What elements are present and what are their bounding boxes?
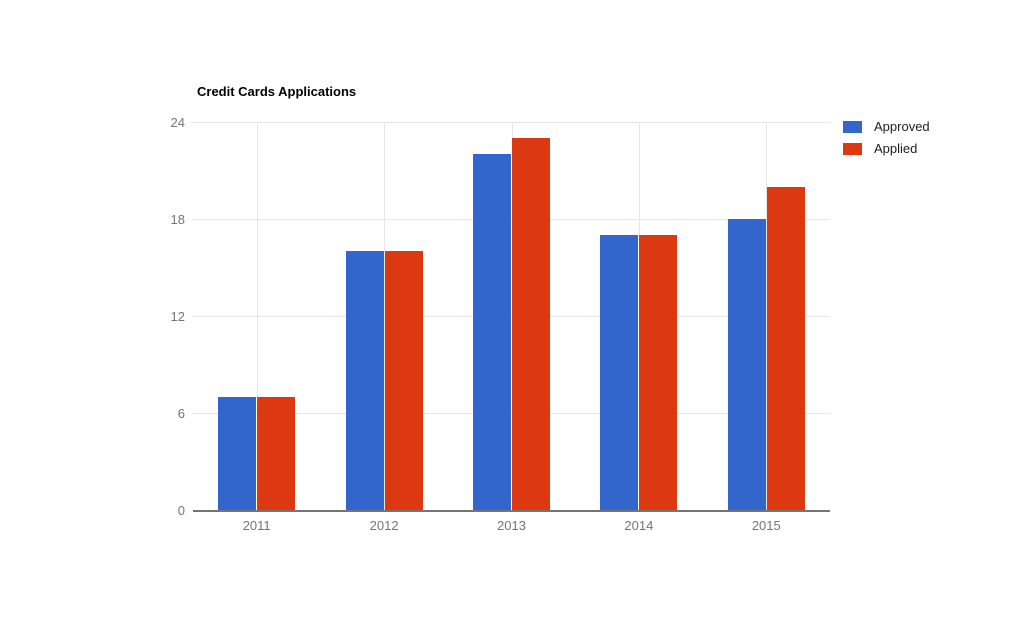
horizontal-gridline	[193, 413, 830, 414]
bar-applied-2011	[257, 396, 296, 510]
y-tick-label: 24	[170, 115, 185, 130]
plot-area	[193, 122, 830, 512]
bar-applied-2013	[512, 138, 550, 510]
x-tick-label: 2012	[369, 518, 399, 533]
legend-item-approved: Approved	[843, 119, 930, 134]
y-tick-label: 18	[170, 212, 185, 227]
legend-swatch-applied-icon	[843, 143, 862, 155]
legend-item-applied: Applied	[843, 141, 930, 156]
legend-label-approved: Approved	[874, 119, 930, 134]
bar-applied-2012	[384, 251, 423, 510]
bar-applied-2014	[639, 235, 678, 510]
y-tick-label: 0	[177, 503, 185, 518]
bar-approved-2014	[600, 235, 639, 510]
horizontal-gridline	[193, 219, 830, 220]
legend-swatch-approved-icon	[843, 121, 862, 133]
y-tick-label: 12	[170, 309, 185, 324]
horizontal-gridline	[193, 122, 830, 123]
x-tick-label: 2013	[497, 518, 526, 533]
bar-approved-2011	[218, 396, 257, 510]
horizontal-gridline	[193, 316, 830, 317]
bar-applied-2015	[766, 186, 805, 510]
x-tick-label: 2011	[242, 518, 271, 533]
x-tick-label: 2015	[751, 518, 781, 533]
y-tick-label: 6	[177, 406, 185, 421]
legend: Approved Applied	[843, 119, 930, 165]
chart-title: Credit Cards Applications	[197, 84, 357, 99]
legend-label-applied: Applied	[874, 141, 918, 156]
bar-approved-2012	[345, 251, 384, 510]
x-tick-label: 2014	[624, 518, 654, 533]
bar-approved-2015	[727, 219, 766, 510]
bar-approved-2013	[473, 154, 511, 510]
